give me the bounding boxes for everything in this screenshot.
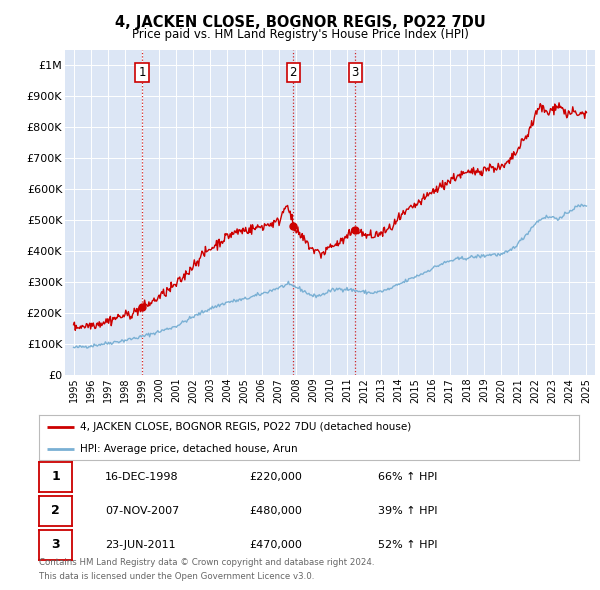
Text: £470,000: £470,000	[249, 540, 302, 550]
Text: 39% ↑ HPI: 39% ↑ HPI	[378, 506, 437, 516]
Text: 2: 2	[289, 66, 297, 79]
Text: 4, JACKEN CLOSE, BOGNOR REGIS, PO22 7DU: 4, JACKEN CLOSE, BOGNOR REGIS, PO22 7DU	[115, 15, 485, 30]
Text: This data is licensed under the Open Government Licence v3.0.: This data is licensed under the Open Gov…	[39, 572, 314, 581]
Text: 07-NOV-2007: 07-NOV-2007	[105, 506, 179, 516]
Text: 1: 1	[138, 66, 146, 79]
Text: 23-JUN-2011: 23-JUN-2011	[105, 540, 176, 550]
Text: 66% ↑ HPI: 66% ↑ HPI	[378, 472, 437, 482]
Text: £480,000: £480,000	[249, 506, 302, 516]
Text: HPI: Average price, detached house, Arun: HPI: Average price, detached house, Arun	[79, 444, 297, 454]
Text: Contains HM Land Registry data © Crown copyright and database right 2024.: Contains HM Land Registry data © Crown c…	[39, 558, 374, 567]
Text: 3: 3	[51, 539, 60, 552]
Text: 16-DEC-1998: 16-DEC-1998	[105, 472, 179, 482]
Text: 4, JACKEN CLOSE, BOGNOR REGIS, PO22 7DU (detached house): 4, JACKEN CLOSE, BOGNOR REGIS, PO22 7DU …	[79, 422, 411, 432]
Text: 52% ↑ HPI: 52% ↑ HPI	[378, 540, 437, 550]
Text: Price paid vs. HM Land Registry's House Price Index (HPI): Price paid vs. HM Land Registry's House …	[131, 28, 469, 41]
Text: 2: 2	[51, 504, 60, 517]
Text: 3: 3	[352, 66, 359, 79]
Text: £220,000: £220,000	[249, 472, 302, 482]
Text: 1: 1	[51, 470, 60, 483]
